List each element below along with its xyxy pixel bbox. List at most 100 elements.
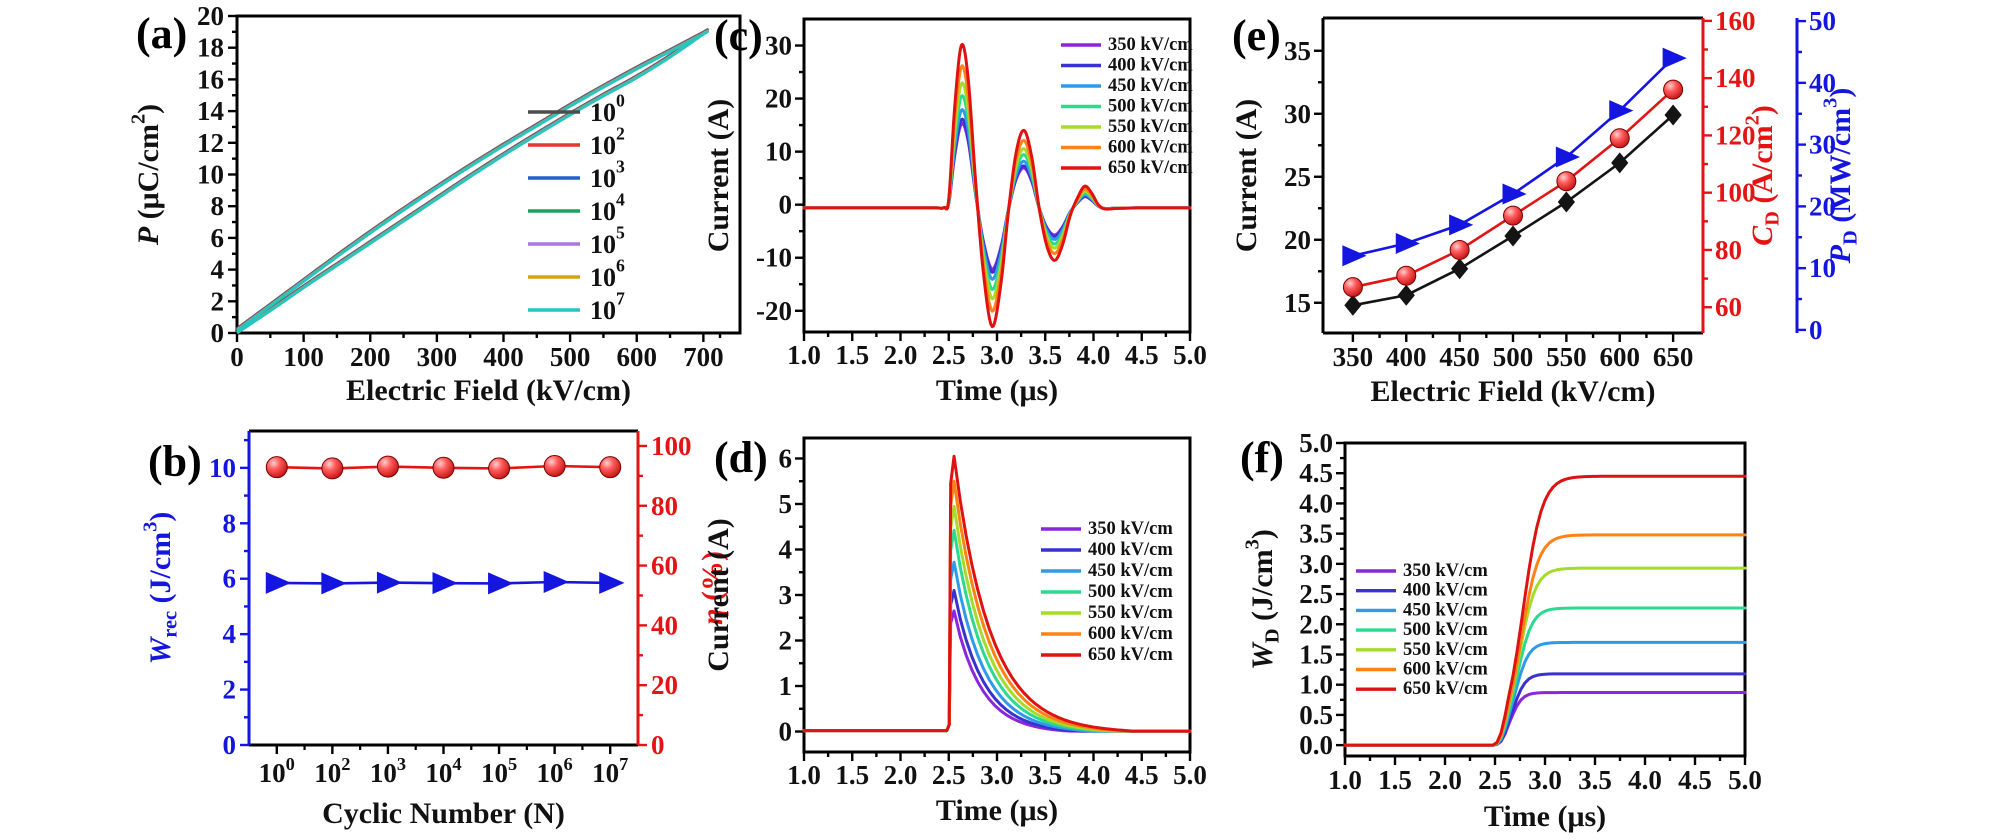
x-tick-label: 1.5 (835, 760, 869, 790)
data-point-sphere (1556, 171, 1577, 192)
y-tick-label: 40 (1809, 68, 1836, 98)
x-tick-label: 1.0 (787, 340, 821, 370)
legend-label: 600 kV/cm (1403, 660, 1488, 680)
y-tick-label: -20 (756, 296, 792, 326)
y-tick-label: 1.0 (1299, 670, 1333, 700)
legend-label: 450 kV/cm (1108, 76, 1193, 96)
x-tick-label: 1.5 (835, 340, 869, 370)
plot-frame (235, 14, 742, 335)
data-point-sphere (1396, 265, 1417, 286)
data-point-diamond (1504, 225, 1522, 247)
x-tick-label: 1.0 (787, 760, 821, 790)
x-tick-label: 4.5 (1125, 340, 1159, 370)
y-tick-label: 140 (1715, 63, 1756, 93)
legend-label: 107 (590, 288, 625, 324)
legend-label: 104 (590, 189, 625, 225)
legend-label: 500 kV/cm (1108, 97, 1193, 117)
x-tick-label: 3.0 (1528, 765, 1562, 795)
data-point-triangle (599, 571, 625, 594)
x-tick-label: 2.5 (1478, 765, 1512, 795)
x-tick-label: 300 (417, 342, 458, 372)
x-tick-label: 600 (1599, 342, 1640, 372)
legend-label: 400 kV/cm (1108, 56, 1193, 76)
x-tick-label: 1.0 (1328, 765, 1362, 795)
y-tick-label: 40 (651, 610, 678, 640)
data-point-triangle (432, 572, 458, 595)
x-tick-label: 2.5 (932, 760, 966, 790)
cd-axis-title: CD (A/cm2) (1742, 105, 1784, 246)
y-tick-label: 6 (211, 223, 225, 253)
legend-label: 106 (590, 255, 625, 291)
x-tick-label: 2.0 (884, 340, 918, 370)
x-tick-label: 102 (314, 754, 350, 788)
left-axis-title: Current (A) (1230, 99, 1263, 253)
legend-label: 600 kV/cm (1108, 138, 1193, 158)
y-tick-label: 2 (779, 626, 793, 656)
y-tick-label: 3 (779, 580, 793, 610)
x-axis-title: Electric Field (kV/cm) (346, 374, 631, 407)
x-tick-label: 400 (1386, 342, 1427, 372)
y-axis-title: Current (A) (702, 99, 735, 253)
legend-label: 105 (590, 222, 625, 258)
y-tick-label: 80 (1715, 235, 1742, 265)
x-tick-label: 3.0 (980, 760, 1014, 790)
panel-c: (c) 1.0 1.5 2.0 2.5 3.0 3.5 4.0 4.5 5.0 -20 -10 0 10… (700, 0, 1260, 420)
x-tick-label: 107 (592, 754, 628, 788)
data-point-triangle (488, 572, 514, 595)
energy-350 kV/cm (1343, 691, 1747, 747)
data-point-sphere (543, 454, 566, 477)
data-point-triangle (1555, 146, 1581, 168)
data-point-sphere (1342, 277, 1363, 298)
panel-label-a: (a) (136, 9, 188, 58)
y-tick-label: 0 (779, 717, 793, 747)
data-point-triangle (543, 571, 569, 594)
y-tick-label: 3.0 (1299, 549, 1333, 579)
data-point-triangle (1502, 183, 1527, 205)
y-axis-title: WD (J/cm3) (1242, 529, 1284, 670)
x-axis-title: Time (μs) (1484, 800, 1606, 833)
legend-label: 400 kV/cm (1088, 540, 1173, 560)
y-tick-label: 35 (1284, 36, 1311, 66)
x-tick-label: 700 (683, 342, 724, 372)
legend-label: 650 kV/cm (1088, 645, 1173, 665)
y-tick-label: 0.0 (1299, 730, 1333, 760)
data-point-sphere (321, 457, 344, 480)
x-tick-label: 500 (550, 342, 591, 372)
panel-label-c: (c) (714, 11, 763, 60)
legend-label: 102 (590, 123, 625, 159)
data-point-sphere (1449, 239, 1470, 260)
legend-label: 100 (590, 90, 625, 126)
x-tick-label: 103 (370, 754, 406, 788)
x-tick-label: 4.0 (1077, 340, 1111, 370)
legend-label: 500 kV/cm (1403, 620, 1488, 640)
legend-label: 400 kV/cm (1403, 581, 1488, 601)
legend-label: 450 kV/cm (1403, 600, 1488, 620)
x-tick-label: 105 (481, 754, 517, 788)
y-tick-label: 5.0 (1299, 428, 1333, 458)
panel-f: (f) 1.0 1.5 2.0 2.5 3.0 3.5 4.0 4.5 5.0 0.0 0.5 1.0… (1230, 420, 2000, 840)
legend-label: 650 kV/cm (1403, 679, 1488, 699)
x-tick-label: 200 (350, 342, 391, 372)
panel-label-e: (e) (1232, 11, 1281, 60)
x-tick-label: 5.0 (1728, 765, 1762, 795)
y-tick-label: 0 (211, 318, 225, 348)
pd-axis-title: PD (MW/cm3) (1820, 88, 1862, 265)
y-tick-label: 60 (1715, 292, 1742, 322)
panel-label-f: (f) (1240, 433, 1284, 482)
x-tick-label: 600 (616, 342, 657, 372)
x-tick-label: 100 (259, 754, 295, 788)
y-tick-label: 5 (779, 489, 793, 519)
y-tick-label: 10 (1809, 253, 1836, 283)
data-point-triangle (1662, 47, 1687, 69)
x-tick-label: 3.5 (1028, 340, 1062, 370)
x-tick-label: 4.5 (1678, 765, 1712, 795)
legend-label: 350 kV/cm (1403, 561, 1488, 581)
y-tick-label: 3.5 (1299, 519, 1333, 549)
data-point-triangle (265, 571, 292, 594)
y-tick-label: 8 (211, 191, 225, 221)
field-dependence-chart: 350 400 450 500 550 600 6501520253035608010012… (1230, 6, 1862, 408)
panel-a: (a) 0 100 200 300 400 500 600 700 0 2 4 6 8 10 12 14 16 1… (100, 0, 760, 410)
y-tick-label: 30 (1809, 130, 1836, 160)
x-tick-label: 650 (1653, 342, 1694, 372)
y-tick-label: 2 (223, 675, 237, 705)
